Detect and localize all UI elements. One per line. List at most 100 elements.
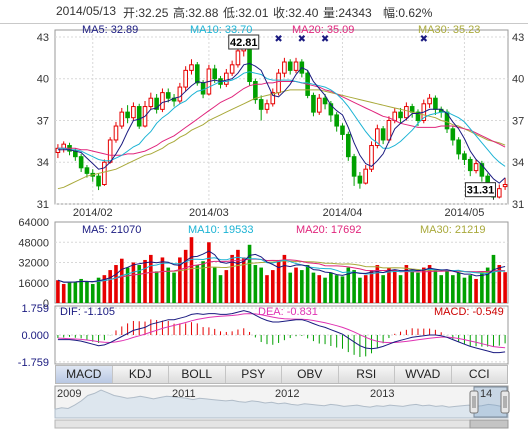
volume-bar: [207, 242, 211, 303]
navigator-scrollbar: [54, 419, 509, 429]
volume-bar: [224, 270, 229, 303]
volume-bar: [421, 267, 426, 303]
volume-bar: [79, 278, 83, 303]
candle-body: [351, 156, 357, 177]
candle-body: [160, 92, 165, 110]
navigator-year-label: 2011: [172, 388, 196, 400]
candle-body: [316, 97, 322, 113]
volume-bar: [90, 284, 95, 303]
candle-body: [229, 64, 235, 74]
tab-rsi[interactable]: RSI: [339, 366, 395, 383]
navigator-scroll-thumb: [469, 419, 509, 429]
quote-date: 2014/05/13: [56, 4, 117, 18]
volume-bar: [270, 270, 275, 303]
volume-bar: [131, 262, 136, 303]
tab-obv[interactable]: OBV: [282, 366, 339, 383]
volume-bar: [456, 272, 461, 303]
volume-bar: [119, 258, 124, 303]
volume-bar: [189, 237, 194, 303]
candle-body: [212, 68, 218, 80]
volume-bar: [201, 261, 205, 303]
volume-bar: [387, 267, 391, 303]
annotation-label: 31.31: [467, 185, 495, 197]
volume-bar: [311, 272, 316, 303]
navigator-year-label: 2009: [57, 388, 81, 400]
volume-bar: [259, 267, 263, 303]
candle-body: [450, 128, 456, 141]
candle-body: [467, 158, 473, 172]
volume-bar: [346, 267, 351, 303]
candle-body: [380, 128, 386, 141]
volume-bar: [149, 254, 153, 303]
volume-bar: [491, 254, 496, 303]
quote-high: 高:32.88: [173, 6, 219, 20]
candle-body: [392, 111, 398, 121]
volume-bar: [125, 267, 130, 303]
volume-bar: [137, 265, 142, 303]
volume-bar: [276, 259, 281, 303]
candle-body: [311, 94, 316, 113]
volume-bar: [294, 267, 298, 303]
volume-bar: [323, 277, 327, 303]
price-y-tick-left: 31: [37, 199, 49, 211]
price-legend-entry: MA5: 32.89: [82, 24, 138, 36]
indicator-tabs: MACD KDJ BOLL PSY OBV RSI WVAD CCI: [55, 365, 508, 384]
volume-bar: [433, 270, 438, 303]
candle-body: [415, 111, 421, 121]
volume-bar: [392, 270, 397, 303]
tab-psy[interactable]: PSY: [226, 366, 282, 383]
volume-bar: [334, 275, 339, 303]
candle-body: [55, 147, 61, 153]
volume-bar: [247, 244, 252, 303]
candle-body: [102, 161, 107, 186]
event-marker-icon: ✖: [274, 34, 282, 45]
price-y-tick-left: 43: [37, 32, 49, 44]
annotation-box: [464, 182, 496, 198]
volume-bar: [160, 257, 165, 303]
event-marker-icon: ✖: [321, 34, 329, 45]
tab-kdj[interactable]: KDJ: [113, 366, 169, 383]
tab-macd[interactable]: MACD: [56, 366, 113, 383]
candle-body: [200, 82, 206, 95]
navigator-year-label: 14: [480, 388, 492, 400]
volume-bar: [352, 270, 356, 303]
candle-body: [183, 69, 188, 88]
volume-bar: [398, 275, 403, 303]
macd-dif-line: [57, 310, 506, 354]
volume-legend-entry: MA10: 19533: [188, 224, 253, 236]
candle-body: [73, 150, 78, 158]
volume-bar: [67, 282, 72, 303]
volume-bar: [358, 277, 362, 303]
tab-wvad[interactable]: WVAD: [395, 366, 452, 383]
range-navigator[interactable]: 2009 2011 2012 2013 14: [54, 385, 510, 429]
volume-bar: [154, 271, 159, 303]
volume-bar: [102, 275, 107, 303]
volume-bar: [166, 267, 171, 303]
volume-bar: [427, 265, 432, 303]
volume-legend-entry: MA5: 21070: [82, 224, 141, 236]
price-panel: 31 31 34 34 37 37 40 40 43 43 2014/02 2014/03 2014/0…: [37, 24, 525, 219]
volume-ma5-line: [57, 250, 506, 283]
quote-low: 低:32.01: [223, 6, 269, 20]
candle-body: [345, 133, 351, 158]
ma20-line: [57, 81, 506, 156]
volume-y-tick: 48000: [18, 237, 49, 249]
macd-y-tick: 1.759: [21, 303, 49, 315]
tab-boll[interactable]: BOLL: [169, 366, 226, 383]
macd-panel: -1.759 0.000 1.759 DIF: -1.105 DEA: -0.831 MA…: [18, 303, 509, 369]
price-legend-entry: MA10: 33.70: [190, 24, 252, 36]
volume-bar: [462, 277, 467, 303]
navigator-area: [54, 389, 509, 419]
tab-cci[interactable]: CCI: [468, 367, 490, 381]
candle-body: [235, 50, 241, 66]
volume-bar: [410, 270, 414, 303]
volume-bar: [305, 265, 310, 303]
volume-y-tick: 0: [43, 298, 49, 310]
candle-body: [404, 106, 409, 119]
candle-body: [293, 61, 299, 71]
volume-bar: [114, 265, 118, 303]
candle-body: [125, 111, 130, 119]
volume-bar: [404, 265, 409, 303]
ma5-line: [57, 62, 506, 184]
candle-body: [386, 119, 392, 141]
